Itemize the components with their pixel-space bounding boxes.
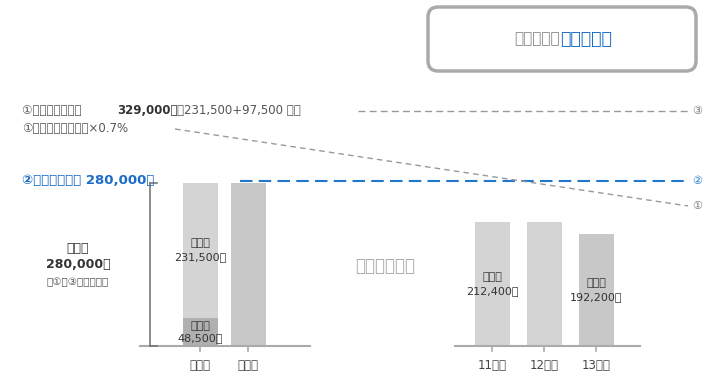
Text: ・・・・・・: ・・・・・・	[355, 257, 415, 275]
Text: 192,200円: 192,200円	[570, 292, 622, 302]
Text: 280,000円: 280,000円	[46, 258, 110, 271]
Text: 48,500円: 48,500円	[177, 333, 223, 343]
Text: 所得税: 所得税	[190, 239, 210, 248]
Text: ③: ③	[692, 106, 702, 116]
Text: ３２０万円: ３２０万円	[560, 30, 612, 48]
Text: 329,000円: 329,000円	[117, 104, 177, 117]
Bar	[231, 183, 266, 346]
Text: 212,400円: 212,400円	[466, 286, 518, 296]
Text: 11年目: 11年目	[478, 359, 506, 372]
Text: ②: ②	[692, 176, 702, 186]
Text: ①　年末ローン残高×0.7%: ① 年末ローン残高×0.7%	[22, 123, 128, 136]
Text: （231,500+97,500 円）: （231,500+97,500 円）	[177, 104, 300, 117]
Text: 所得税: 所得税	[586, 278, 606, 288]
FancyBboxPatch shape	[428, 7, 696, 71]
Text: ２年目: ２年目	[238, 359, 258, 372]
Text: ①　控除対象税額: ① 控除対象税額	[22, 104, 85, 117]
Text: １年目: １年目	[189, 359, 211, 372]
Text: （①〜③の最小値）: （①〜③の最小値）	[47, 277, 109, 288]
Bar	[182, 183, 217, 318]
Text: 減税総額：: 減税総額：	[514, 32, 560, 46]
Bar	[578, 234, 614, 346]
Text: 12年目: 12年目	[530, 359, 558, 372]
Text: ①: ①	[692, 201, 702, 211]
Text: 231,500円: 231,500円	[174, 252, 226, 263]
Bar	[474, 223, 510, 346]
Text: 13年目: 13年目	[582, 359, 610, 372]
Bar	[526, 223, 562, 346]
Text: 減税額: 減税額	[67, 242, 89, 255]
Bar	[182, 318, 217, 346]
Text: 住民税: 住民税	[190, 321, 210, 331]
Text: 所得税: 所得税	[482, 272, 502, 282]
Text: ②　控除限度額 280,000円: ② 控除限度額 280,000円	[22, 174, 155, 187]
